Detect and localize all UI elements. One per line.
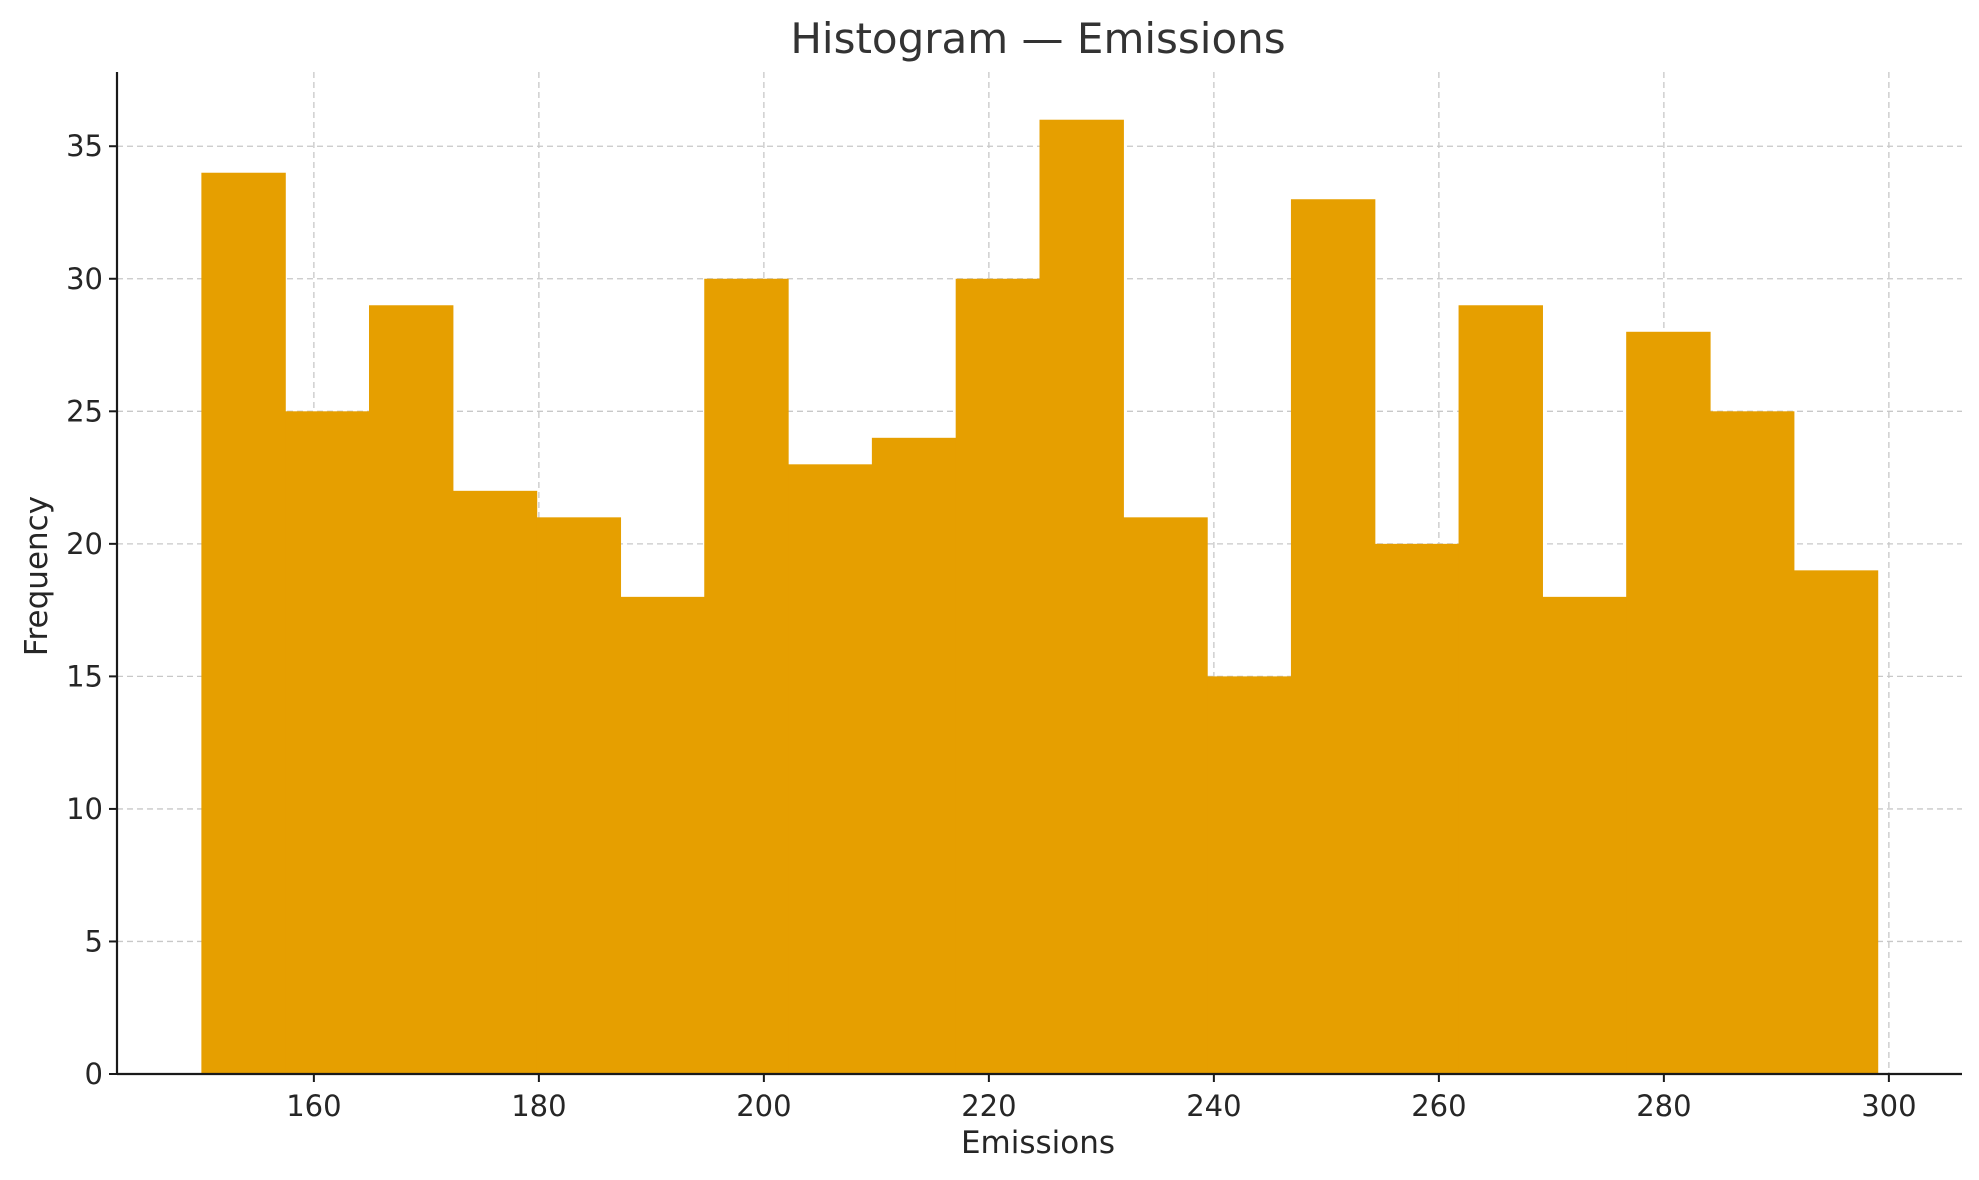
y-tick-label: 15 — [66, 659, 103, 693]
histogram-bar — [1626, 331, 1711, 1074]
ticks-layer: 160 180 200 220 240 260 280 300 0 5 10 15 20 25 30 35 — [66, 129, 1916, 1123]
histogram-bar — [1458, 305, 1543, 1074]
histogram-bar — [1710, 411, 1795, 1074]
x-tick-label: 160 — [286, 1089, 341, 1123]
histogram-bar — [536, 517, 622, 1074]
histogram-bar — [1123, 517, 1208, 1074]
x-tick-label: 180 — [511, 1089, 566, 1123]
x-tick-label: 260 — [1411, 1089, 1466, 1123]
histogram-bar — [285, 411, 370, 1074]
histogram-bar — [1374, 543, 1460, 1074]
axes-layer — [115, 72, 1962, 1076]
x-tick-label: 300 — [1861, 1089, 1916, 1123]
histogram-bar — [1793, 570, 1879, 1074]
y-tick-label: 0 — [85, 1057, 103, 1091]
histogram-bar — [201, 172, 286, 1074]
y-tick-label: 30 — [66, 262, 103, 296]
histogram-bar — [955, 278, 1041, 1074]
histogram-bar — [1290, 199, 1376, 1074]
chart-title: Histogram — Emissions — [790, 14, 1285, 63]
x-axis-title: Emissions — [961, 1125, 1115, 1161]
y-tick-label: 5 — [85, 924, 103, 958]
histogram-bar — [369, 305, 454, 1074]
y-tick-label: 20 — [66, 527, 103, 561]
x-tick-label: 280 — [1636, 1089, 1691, 1123]
y-tick-label: 35 — [66, 129, 103, 163]
histogram-bar — [871, 437, 957, 1074]
histogram-bar — [1207, 676, 1292, 1074]
histogram-bar — [1039, 119, 1124, 1074]
histogram-bar — [788, 464, 873, 1074]
bars-layer — [201, 119, 1879, 1074]
histogram-bar — [704, 278, 789, 1074]
x-tick-label: 220 — [961, 1089, 1016, 1123]
histogram-bar — [1542, 596, 1627, 1074]
y-tick-label: 10 — [66, 792, 103, 826]
x-tick-label: 200 — [736, 1089, 791, 1123]
histogram-bar — [452, 490, 538, 1074]
y-tick-label: 25 — [66, 394, 103, 428]
x-tick-label: 240 — [1186, 1089, 1241, 1123]
histogram-bar — [620, 596, 705, 1074]
y-axis-title: Frequency — [19, 496, 55, 656]
